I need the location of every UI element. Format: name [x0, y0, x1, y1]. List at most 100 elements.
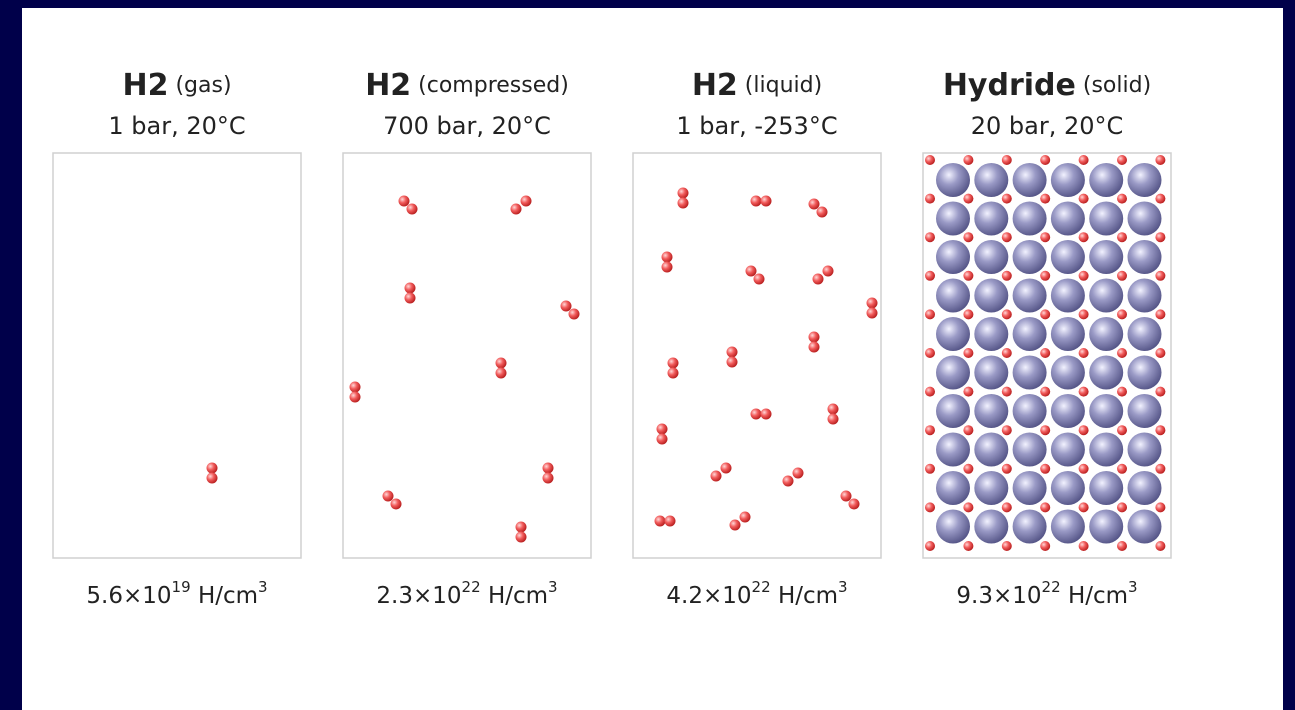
metal-atom: [1128, 433, 1162, 467]
hydrogen-atom: [1079, 348, 1089, 358]
atom: [405, 293, 416, 304]
panel-title: H2: [122, 68, 168, 103]
metal-atom: [974, 317, 1008, 351]
hydrogen-atom: [1117, 387, 1127, 397]
hydrogen-atom: [1155, 309, 1165, 319]
hydrogen-atom: [1040, 425, 1050, 435]
atom: [399, 196, 410, 207]
density-unit: H/cm: [198, 583, 258, 609]
hydrogen-atom: [1002, 155, 1012, 165]
panel-heading: H2 (gas): [122, 68, 231, 103]
metal-atom: [1013, 433, 1047, 467]
atom: [783, 476, 794, 487]
hydrogen-atom: [1002, 425, 1012, 435]
hydrogen-atom: [1155, 464, 1165, 474]
hydrogen-atom: [1079, 541, 1089, 551]
density-mantissa: 2.3×10: [376, 583, 461, 609]
hydrogen-atom: [1117, 232, 1127, 242]
hydrogen-atom: [1040, 387, 1050, 397]
metal-atom: [1128, 240, 1162, 274]
atom: [817, 207, 828, 218]
metal-atom: [1051, 394, 1085, 428]
hydrogen-atom: [1155, 348, 1165, 358]
unit-exponent: 3: [548, 578, 558, 596]
metal-atom: [974, 279, 1008, 313]
hydrogen-atom: [1155, 155, 1165, 165]
atom: [657, 434, 668, 445]
hydrogen-atom: [963, 232, 973, 242]
hydrogen-atom: [925, 464, 935, 474]
atom: [761, 196, 772, 207]
metal-atom: [1128, 510, 1162, 544]
panel-condition: 700 bar, 20°C: [383, 112, 551, 140]
metal-atom: [1089, 240, 1123, 274]
hydrogen-atom: [1079, 271, 1089, 281]
hydrogen-atom: [1079, 387, 1089, 397]
spacer: [191, 583, 198, 609]
metal-atom: [1013, 202, 1047, 236]
metal-atom: [1128, 163, 1162, 197]
metal-atom: [1013, 240, 1047, 274]
metal-atom: [974, 433, 1008, 467]
atom: [730, 520, 741, 531]
atom: [740, 512, 751, 523]
atom: [849, 499, 860, 510]
hydrogen-atom: [925, 194, 935, 204]
density-exponent: 22: [1042, 578, 1061, 596]
atom: [569, 309, 580, 320]
metal-atom: [1089, 163, 1123, 197]
metal-atom: [1051, 510, 1085, 544]
hydrogen-atom: [1155, 232, 1165, 242]
metal-atom: [1128, 356, 1162, 390]
hydrogen-atom: [1040, 232, 1050, 242]
panel-state: (gas): [175, 73, 231, 98]
metal-atom: [1089, 510, 1123, 544]
hydrogen-atom: [963, 155, 973, 165]
density-exponent: 22: [462, 578, 481, 596]
metal-atom: [1089, 433, 1123, 467]
atom: [407, 204, 418, 215]
hydrogen-atom: [1002, 309, 1012, 319]
atom: [662, 262, 673, 273]
density-mantissa: 5.6×10: [86, 583, 171, 609]
atom: [727, 357, 738, 368]
metal-atom: [1089, 471, 1123, 505]
spacer: [771, 583, 778, 609]
panel-condition: 1 bar, -253°C: [676, 112, 837, 140]
hydrogen-atom: [1117, 309, 1127, 319]
metal-atom: [1013, 471, 1047, 505]
atom: [516, 522, 527, 533]
hydrogen-atom: [1117, 464, 1127, 474]
metal-atom: [1128, 394, 1162, 428]
metal-atom: [974, 471, 1008, 505]
hydrogen-atom: [963, 309, 973, 319]
atom: [751, 409, 762, 420]
atom: [867, 298, 878, 309]
metal-atom: [936, 279, 970, 313]
metal-atom: [974, 394, 1008, 428]
atom: [828, 414, 839, 425]
metal-atom: [1089, 317, 1123, 351]
panel-heading: H2 (compressed): [365, 68, 569, 103]
atom: [405, 283, 416, 294]
atom: [668, 368, 679, 379]
atom: [809, 342, 820, 353]
hydrogen-atom: [963, 502, 973, 512]
hydrogen-atom: [1002, 348, 1012, 358]
hydrogen-atom: [925, 309, 935, 319]
hydrogen-atom: [1117, 425, 1127, 435]
metal-atom: [1128, 279, 1162, 313]
hydrogen-atom: [1002, 387, 1012, 397]
metal-atom: [1089, 394, 1123, 428]
hydrogen-atom: [963, 425, 973, 435]
hydrogen-atom: [1155, 541, 1165, 551]
metal-atom: [1051, 240, 1085, 274]
unit-exponent: 3: [258, 578, 268, 596]
hydrogen-atom: [1040, 541, 1050, 551]
hydrogen-atom: [1002, 271, 1012, 281]
atom: [727, 347, 738, 358]
panel-state: (compressed): [418, 73, 569, 98]
metal-atom: [1128, 202, 1162, 236]
metal-atom: [936, 163, 970, 197]
container: [53, 153, 301, 558]
